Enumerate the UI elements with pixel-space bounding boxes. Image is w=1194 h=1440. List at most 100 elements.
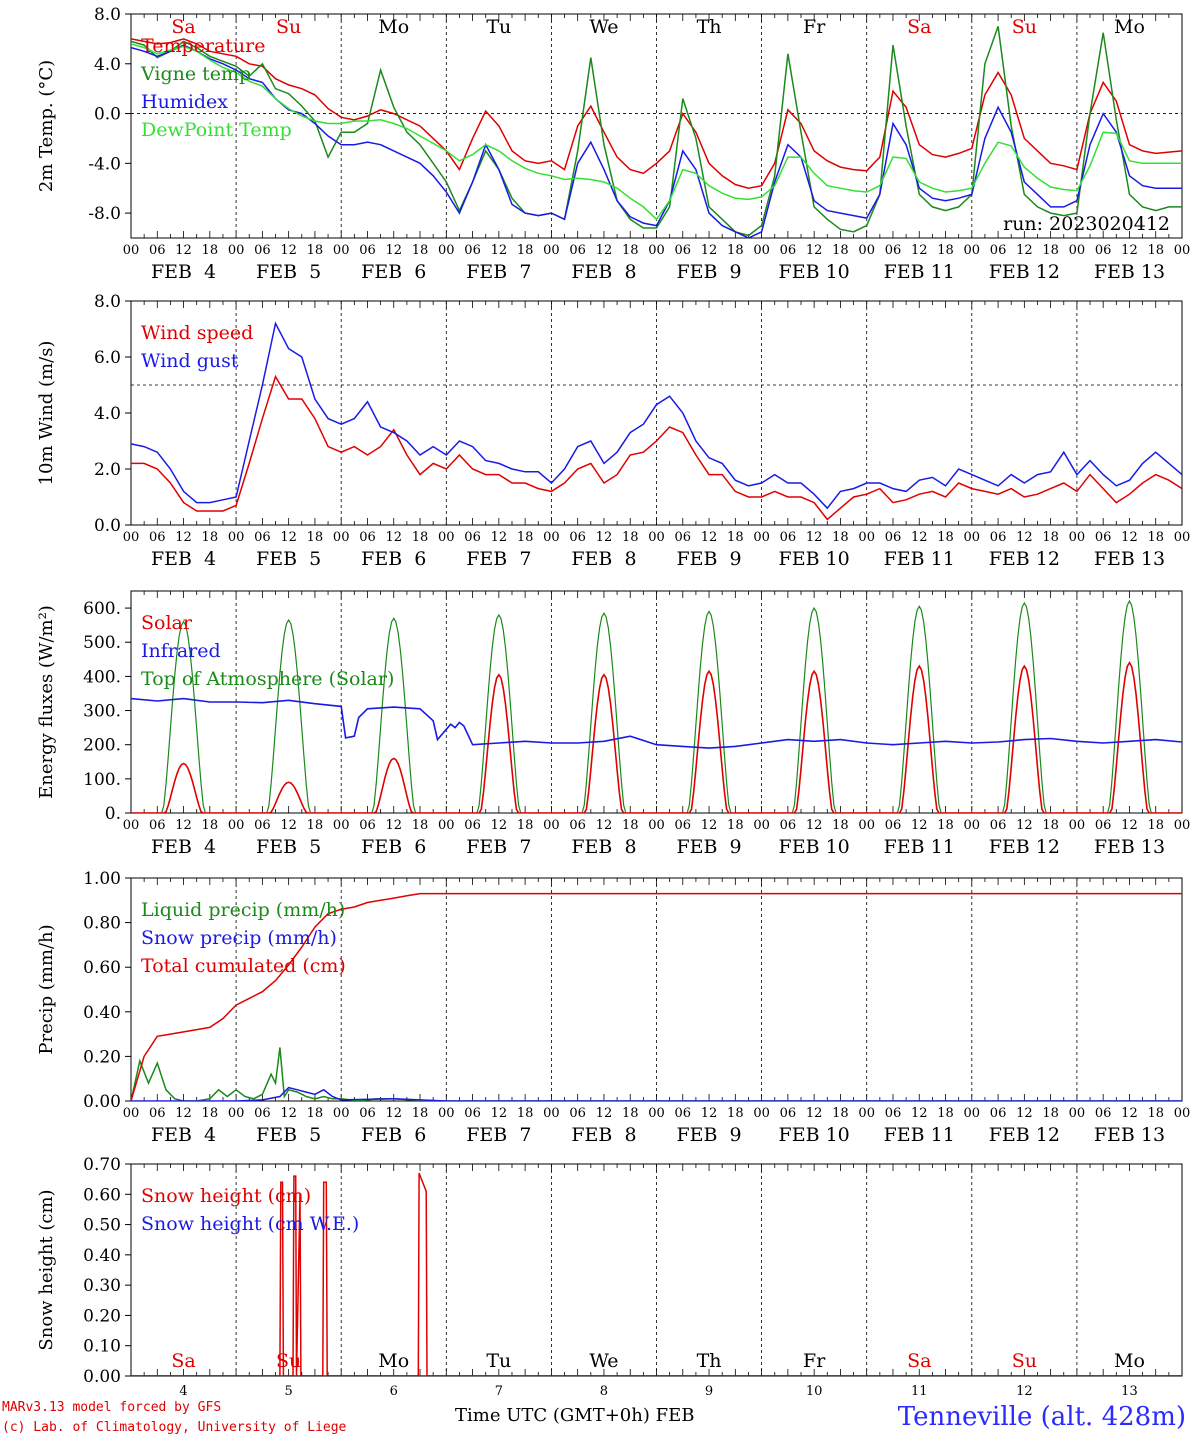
hour-tick-label: 00 [858,243,875,258]
date-label: FEB 12 [989,548,1060,570]
y-tick-label: 6.0 [94,348,121,368]
hour-tick-label: 12 [596,818,613,833]
solar-line [131,661,1182,813]
hour-tick-label: 06 [359,818,376,833]
weekday-label: Mo [378,1350,409,1372]
hour-tick-label: 06 [675,1106,692,1121]
toa-solar-line [131,599,1182,813]
y-tick-label: 0. [105,804,121,824]
legend-entry: Snow height (cm) [141,1185,311,1207]
hour-tick-label: 18 [202,1106,219,1121]
series-line-1 [131,374,1182,521]
hour-tick-label: 06 [464,530,481,545]
hour-tick-label: 12 [911,243,928,258]
hour-tick-label: 00 [1069,530,1086,545]
hour-tick-label: 18 [727,243,744,258]
station-title: Tenneville (alt. 428m) [897,1402,1186,1432]
date-label: FEB 9 [676,836,741,858]
date-label: FEB 4 [151,548,216,570]
date-label: FEB 6 [361,261,426,283]
y-tick-label: 0.00 [83,1367,121,1387]
hour-tick-label: 06 [885,818,902,833]
hour-tick-label: 06 [780,818,797,833]
hour-tick-label: 06 [359,1106,376,1121]
hour-tick-label: 12 [175,530,192,545]
y-tick-label: -8.0 [88,204,121,224]
weekday-label: We [589,16,618,38]
hour-tick-label: 12 [911,530,928,545]
y-tick-label: 100. [83,770,121,790]
weekday-label: Tu [486,1350,511,1372]
meteogram: 8.0 4.0 0.0 -4.0 -8.0 2m Temp. (°C) 00 06 12 18 FE… [36,5,1191,1399]
hour-tick-label: 12 [280,1106,297,1121]
run-label: run: 2023020412 [1003,213,1170,235]
day-number-label: 7 [495,1384,503,1399]
hour-tick-label: 00 [333,243,350,258]
y-tick-label: 0.40 [83,1003,121,1023]
hour-tick-label: 12 [175,818,192,833]
hour-tick-label: 00 [858,818,875,833]
hour-tick-label: 18 [1042,1106,1059,1121]
date-label: FEB 6 [361,548,426,570]
hour-tick-label: 12 [806,243,823,258]
hour-tick-label: 00 [648,818,665,833]
hour-tick-label: 00 [123,818,140,833]
hour-tick-label: 18 [412,530,429,545]
hour-tick-label: 18 [1042,243,1059,258]
y-tick-label: 0.0 [94,105,121,125]
hour-tick-label: 18 [1147,1106,1164,1121]
hour-tick-label: 00 [964,243,981,258]
hour-tick-label: 06 [780,1106,797,1121]
date-label: FEB 7 [466,836,531,858]
hour-tick-label: 12 [491,243,508,258]
hour-tick-label: 00 [333,818,350,833]
date-label: FEB 8 [571,548,636,570]
hour-tick-label: 00 [858,530,875,545]
hour-tick-label: 00 [228,818,245,833]
hour-tick-label: 00 [1174,818,1191,833]
day-number-label: 9 [705,1384,713,1399]
date-label: FEB 11 [884,548,955,570]
panel-3: 600. 500. 400. 300. 200. 100. 0. Energy fluxes … [36,590,1191,858]
date-label: FEB 8 [571,836,636,858]
weekday-label: Th [697,16,722,38]
hour-tick-label: 06 [1095,243,1112,258]
day-number-label: 4 [179,1384,187,1399]
hour-tick-label: 00 [964,818,981,833]
hour-tick-label: 12 [491,1106,508,1121]
legend-entry: Liquid precip (mm/h) [141,899,345,921]
legend-entry: Wind speed [141,322,253,344]
hour-tick-label: 06 [675,243,692,258]
hour-tick-label: 18 [307,818,324,833]
date-label: FEB 13 [1094,1124,1165,1146]
date-label: FEB 12 [989,261,1060,283]
hour-tick-label: 12 [491,818,508,833]
hour-tick-label: 00 [964,1106,981,1121]
hour-tick-label: 00 [858,1106,875,1121]
legend-entry: Snow precip (mm/h) [141,927,337,949]
time-axis-label: Time UTC (GMT+0h) FEB [455,1405,694,1426]
y-axis-label: Snow height (cm) [36,1189,57,1350]
hour-tick-label: 18 [517,243,534,258]
hour-tick-label: 06 [149,1106,166,1121]
panel-4: 1.00 0.80 0.60 0.40 0.20 0.00 Precip (mm/h) 00 0… [36,869,1190,1146]
date-label: FEB 5 [256,548,321,570]
copyright-credit: (c) Lab. of Climatology, University of L… [2,1420,347,1435]
date-label: FEB 13 [1094,548,1165,570]
hour-tick-label: 18 [727,530,744,545]
hour-tick-label: 12 [1016,530,1033,545]
hour-tick-label: 12 [911,1106,928,1121]
legend-entry: Vigne temp [140,63,251,85]
weekday-label: Mo [1114,16,1145,38]
y-tick-label: 0.70 [83,1155,121,1175]
date-label: FEB 7 [466,548,531,570]
date-label: FEB 8 [571,261,636,283]
y-tick-label: 4.0 [94,404,121,424]
weekday-label: Su [1012,1350,1037,1372]
date-label: FEB 9 [676,1124,741,1146]
day-number-label: 8 [600,1384,608,1399]
hour-tick-label: 00 [648,530,665,545]
hour-tick-label: 18 [622,1106,639,1121]
y-tick-label: 600. [83,599,121,619]
hour-tick-label: 18 [412,818,429,833]
